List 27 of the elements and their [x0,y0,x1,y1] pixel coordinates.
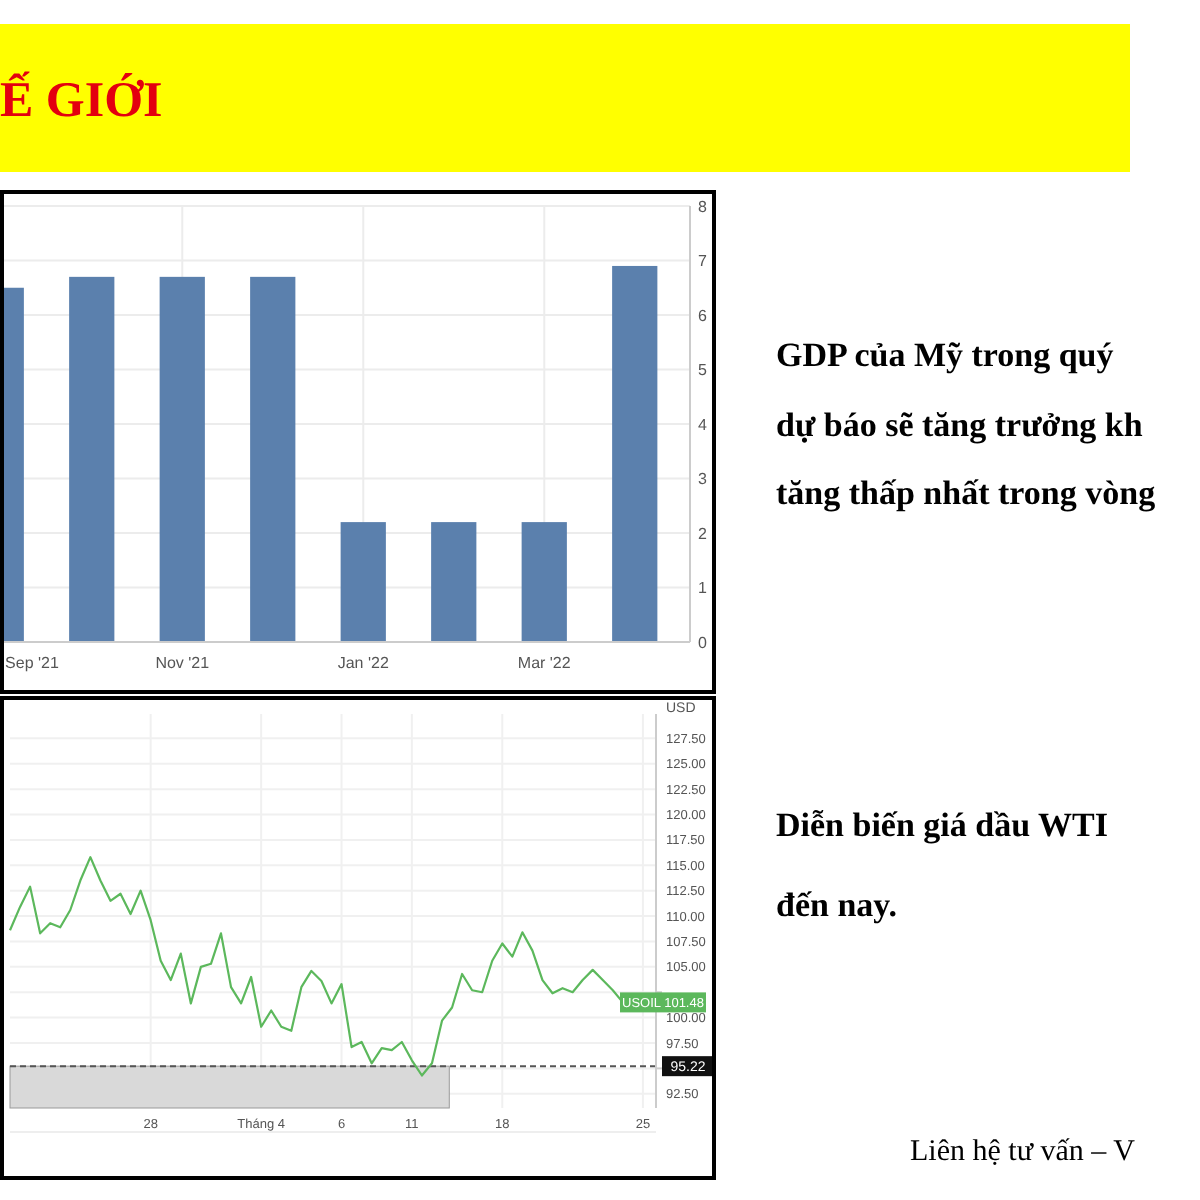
text: Ế GIỚI [0,70,163,128]
bar [340,522,386,642]
text: dự báo sẽ tăng trưởng kh [776,406,1144,444]
y-tick-label: 4 [698,415,708,434]
text: Liên hệ tư vấn – V [910,1136,1136,1168]
bar [159,276,205,642]
y-tick-label: 3 [698,470,708,489]
x-tick-label: Sep '21 [5,654,60,672]
bar [69,276,115,642]
y-tick-label: 5 [698,361,708,380]
x-tick-label: Nov '21 [155,654,211,672]
y-tick-label: 0 [698,633,708,652]
y-tick-label: 8 [698,197,708,216]
y-tick-label: 2 [698,524,708,543]
x-tick-label: Jan '22 [337,654,390,672]
y-tick-label: 7 [698,252,708,271]
text: Diễn biến giá dầu WTI [776,806,1109,844]
text: đến nay. [776,886,897,924]
bar [612,265,658,642]
text: tăng thấp nhất trong vòng [776,474,1157,512]
bar [431,522,477,642]
text: GDP của Mỹ trong quý [776,336,1115,374]
bar [250,276,296,642]
bar [521,522,567,642]
x-tick-label: Mar '22 [517,654,572,672]
y-tick-label: 6 [698,306,708,325]
y-tick-label: 1 [698,579,708,598]
